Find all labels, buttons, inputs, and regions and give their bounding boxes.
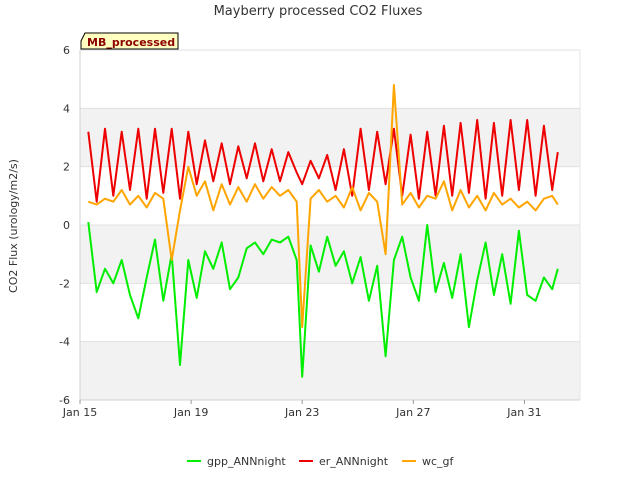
y-tick-label: 2 <box>63 161 70 174</box>
y-tick-label: -4 <box>59 336 70 349</box>
series-line-gpp_ANNnight <box>87 221 559 378</box>
y-tick-label: -6 <box>59 394 70 407</box>
legend-label-gpp_ANNnight: gpp_ANNnight <box>207 455 286 468</box>
y-tick-label: -2 <box>59 277 70 290</box>
tag-label: MB_processed <box>87 36 175 49</box>
legend-label-er_ANNnight: er_ANNnight <box>319 455 389 468</box>
tag-layer: MB_processed <box>80 32 179 50</box>
tag-box <box>80 32 179 50</box>
series-line-wc_gf <box>87 84 559 329</box>
legend-label-wc_gf: wc_gf <box>422 455 455 468</box>
x-tick-label: Jan 23 <box>284 406 319 419</box>
x-tick-label: Jan 27 <box>395 406 430 419</box>
x-tick-label: Jan 15 <box>62 406 97 419</box>
grid-band <box>80 225 580 284</box>
series-line-er_ANNnight <box>87 119 559 203</box>
y-axis-label: CO2 Flux (urology/m2/s) <box>7 159 20 293</box>
plot-area: -6 -4 -2 0 2 4 6 Jan 15 Jan 19 Jan 23 Jan 27 Jan 31 <box>59 44 581 419</box>
x-tick-label: Jan 19 <box>173 406 208 419</box>
grid-band <box>80 108 580 167</box>
chart-title: Mayberry processed CO2 Fluxes <box>214 4 423 19</box>
y-tick-label: 4 <box>63 102 70 115</box>
grid-band <box>80 341 580 400</box>
y-tick-label: 0 <box>63 219 70 232</box>
y-tick-label: 6 <box>63 44 70 57</box>
series-layer <box>87 84 559 378</box>
legend: gpp_ANNnight er_ANNnight wc_gf <box>187 455 455 468</box>
x-tick-label: Jan 31 <box>506 406 541 419</box>
